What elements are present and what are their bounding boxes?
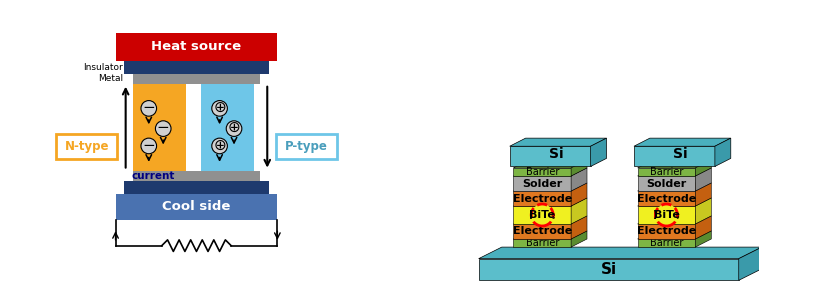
Bar bbox=[125, 61, 268, 74]
Circle shape bbox=[141, 101, 156, 116]
Bar bbox=[513, 168, 571, 176]
Circle shape bbox=[212, 138, 227, 154]
Polygon shape bbox=[513, 216, 587, 224]
Polygon shape bbox=[638, 160, 711, 168]
Polygon shape bbox=[571, 216, 587, 239]
Polygon shape bbox=[479, 247, 762, 259]
Text: Electrode: Electrode bbox=[512, 194, 572, 203]
Bar bbox=[513, 206, 571, 224]
Polygon shape bbox=[638, 183, 711, 191]
Text: Si: Si bbox=[549, 147, 563, 161]
Polygon shape bbox=[513, 198, 587, 206]
Text: Si: Si bbox=[600, 262, 617, 277]
Polygon shape bbox=[696, 216, 711, 239]
Text: BiTe: BiTe bbox=[654, 210, 680, 220]
Text: BiTe: BiTe bbox=[653, 209, 681, 221]
Bar bbox=[638, 168, 696, 176]
Bar bbox=[186, 84, 201, 171]
Polygon shape bbox=[638, 216, 711, 224]
Bar bbox=[133, 74, 260, 84]
Text: BiTe: BiTe bbox=[529, 210, 555, 220]
Text: ⊕: ⊕ bbox=[213, 100, 226, 115]
Bar bbox=[513, 191, 571, 206]
Circle shape bbox=[531, 204, 553, 226]
Polygon shape bbox=[513, 231, 587, 239]
Text: current: current bbox=[131, 171, 175, 181]
Bar bbox=[133, 84, 186, 171]
Text: N-type: N-type bbox=[64, 140, 109, 153]
Polygon shape bbox=[571, 183, 587, 206]
Circle shape bbox=[141, 138, 156, 154]
Text: ⊕: ⊕ bbox=[227, 120, 241, 135]
Bar bbox=[201, 84, 254, 171]
Bar bbox=[513, 239, 571, 247]
Text: Electrode: Electrode bbox=[637, 227, 696, 236]
Text: Barrier: Barrier bbox=[650, 167, 683, 177]
Bar bbox=[638, 206, 696, 224]
Text: Si: Si bbox=[674, 147, 688, 161]
Polygon shape bbox=[571, 168, 587, 191]
Text: −: − bbox=[142, 138, 155, 153]
Circle shape bbox=[212, 101, 227, 116]
Polygon shape bbox=[571, 231, 587, 247]
Polygon shape bbox=[638, 231, 711, 239]
Text: Metal: Metal bbox=[98, 74, 123, 83]
Polygon shape bbox=[696, 198, 711, 224]
Circle shape bbox=[655, 204, 677, 226]
Polygon shape bbox=[513, 183, 587, 191]
Polygon shape bbox=[571, 198, 587, 224]
Text: Heat source: Heat source bbox=[151, 40, 242, 53]
Bar bbox=[634, 146, 715, 166]
Bar bbox=[133, 171, 260, 181]
Polygon shape bbox=[715, 138, 731, 166]
FancyBboxPatch shape bbox=[56, 134, 117, 159]
Polygon shape bbox=[571, 160, 587, 176]
Polygon shape bbox=[510, 138, 606, 146]
Text: Barrier: Barrier bbox=[650, 238, 683, 248]
Bar bbox=[638, 191, 696, 206]
Text: −: − bbox=[157, 120, 170, 135]
Bar bbox=[638, 239, 696, 247]
Polygon shape bbox=[638, 168, 711, 176]
Text: ⊕: ⊕ bbox=[213, 138, 226, 153]
Text: Insulator: Insulator bbox=[83, 63, 123, 72]
Polygon shape bbox=[696, 183, 711, 206]
Bar bbox=[115, 194, 278, 220]
Polygon shape bbox=[696, 168, 711, 191]
Bar bbox=[115, 33, 278, 61]
Polygon shape bbox=[696, 231, 711, 247]
Bar bbox=[513, 176, 571, 191]
Bar bbox=[638, 224, 696, 239]
Text: P-type: P-type bbox=[285, 140, 328, 153]
Circle shape bbox=[155, 121, 171, 136]
Text: Solder: Solder bbox=[646, 179, 686, 188]
Circle shape bbox=[227, 121, 242, 136]
Bar bbox=[510, 146, 590, 166]
Polygon shape bbox=[696, 160, 711, 176]
Text: Barrier: Barrier bbox=[526, 167, 559, 177]
Text: −: − bbox=[142, 100, 155, 115]
Polygon shape bbox=[513, 160, 587, 168]
Polygon shape bbox=[739, 247, 762, 280]
Text: Electrode: Electrode bbox=[637, 194, 696, 203]
Polygon shape bbox=[638, 198, 711, 206]
Text: BiTe: BiTe bbox=[528, 209, 556, 221]
Bar bbox=[479, 259, 739, 280]
Polygon shape bbox=[590, 138, 606, 166]
Text: Barrier: Barrier bbox=[526, 238, 559, 248]
Bar bbox=[513, 224, 571, 239]
Bar bbox=[638, 176, 696, 191]
Text: Cool side: Cool side bbox=[162, 200, 231, 213]
FancyBboxPatch shape bbox=[276, 134, 337, 159]
Text: Solder: Solder bbox=[522, 179, 563, 188]
Bar bbox=[125, 181, 268, 194]
Text: Electrode: Electrode bbox=[512, 227, 572, 236]
Polygon shape bbox=[513, 168, 587, 176]
Polygon shape bbox=[634, 138, 731, 146]
